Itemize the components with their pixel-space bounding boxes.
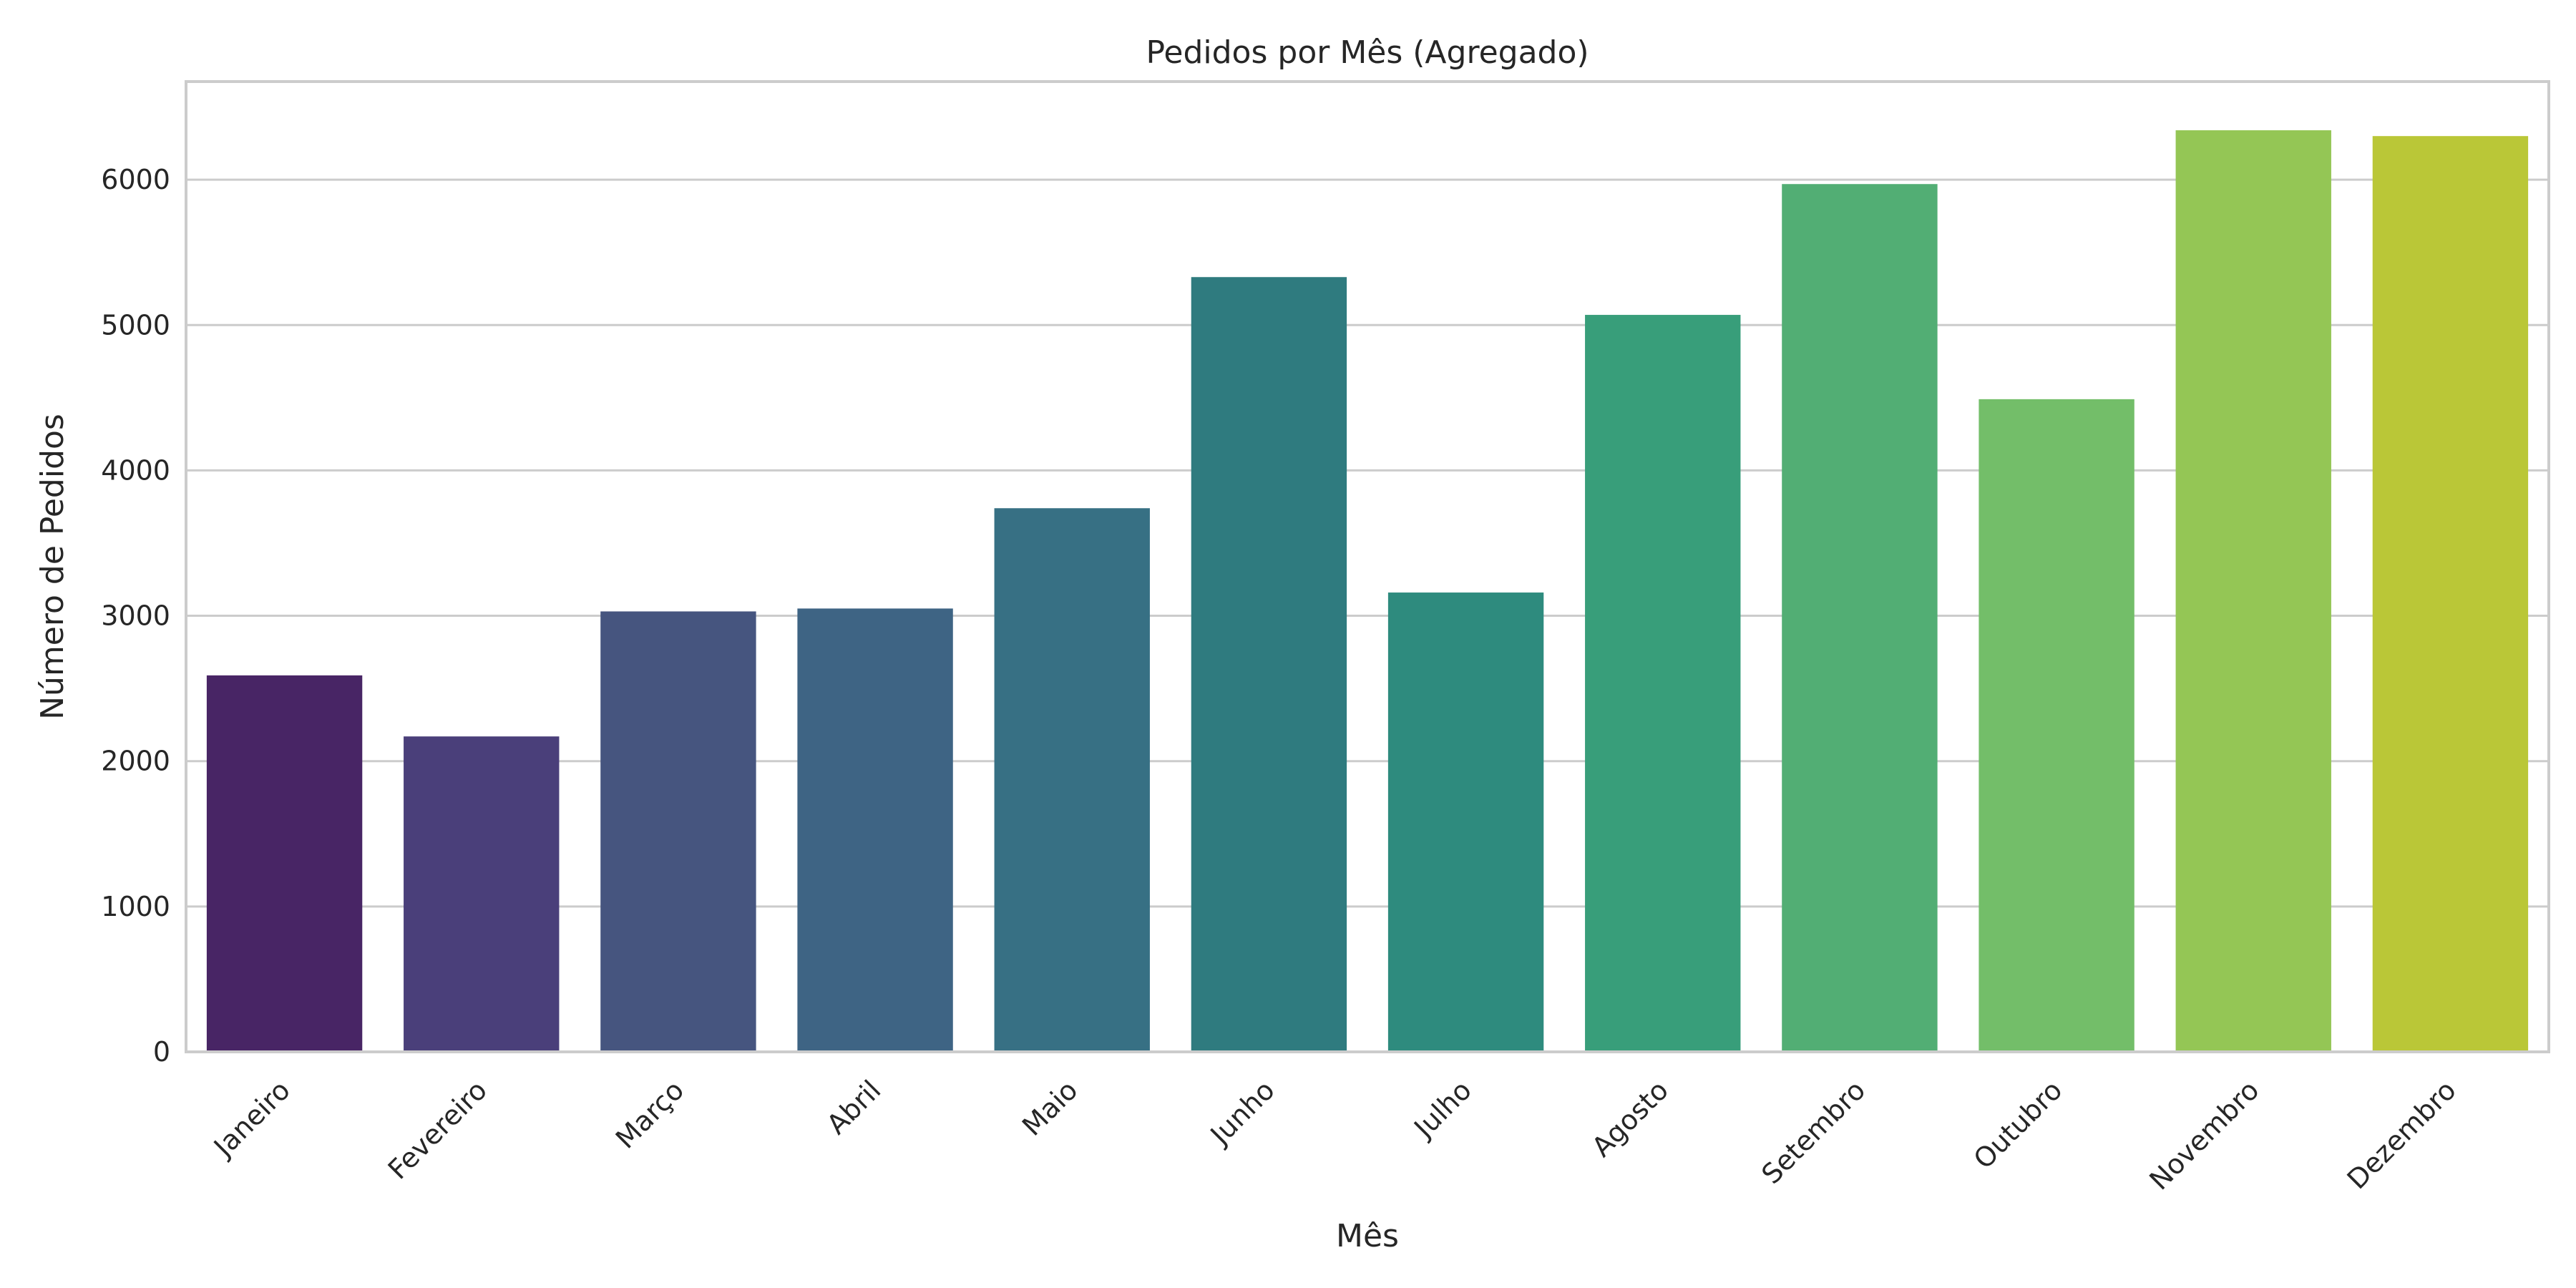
x-tick-label: Novembro [2143,1074,2265,1196]
bar-julho [1387,592,1544,1052]
x-axis-title: Mês [1336,1218,1399,1254]
x-tick-label: Fevereiro [382,1074,493,1185]
bars [206,130,2529,1053]
x-tick-label: Dezembro [2341,1074,2462,1195]
x-tick-label: Agosto [1586,1074,1674,1163]
y-tick-label: 3000 [101,600,170,632]
x-tick-labels: Janeiro Fevereiro Março Abril Maio Junho Julho… [207,1074,2462,1196]
bar-outubro [1979,399,2135,1052]
chart-title: Pedidos por Mês (Agregado) [1146,34,1589,71]
y-tick-label: 6000 [101,164,170,195]
bar-fevereiro [404,736,560,1052]
bar-mar-o [600,611,756,1052]
x-tick-label: Julho [1407,1074,1478,1144]
bar-setembro [1782,184,1938,1052]
y-axis-title: Número de Pedidos [34,414,71,720]
gridlines [186,178,2549,1053]
y-tick-label: 2000 [101,746,170,777]
x-tick-label: Março [610,1074,690,1154]
bar-dezembro [2372,136,2529,1052]
bar-junho [1191,277,1347,1053]
y-tick-labels: 0 1000 2000 3000 4000 5000 6000 [101,164,170,1068]
plot-frame [185,80,2550,1053]
bar-agosto [1585,315,1741,1052]
bar-abril [797,608,953,1052]
y-tick-label: 0 [153,1036,170,1068]
bar-novembro [2175,130,2331,1052]
x-tick-label: Maio [1016,1074,1084,1142]
y-tick-label: 4000 [101,454,170,486]
x-tick-label: Outubro [1968,1074,2069,1175]
bar-maio [994,508,1150,1052]
y-tick-label: 1000 [101,891,170,922]
x-tick-label: Abril [821,1074,887,1141]
x-tick-label: Setembro [1755,1074,1871,1190]
bar-janeiro [206,675,363,1052]
x-tick-label: Janeiro [207,1074,296,1163]
y-tick-label: 5000 [101,309,170,341]
x-tick-label: Junho [1204,1074,1281,1151]
